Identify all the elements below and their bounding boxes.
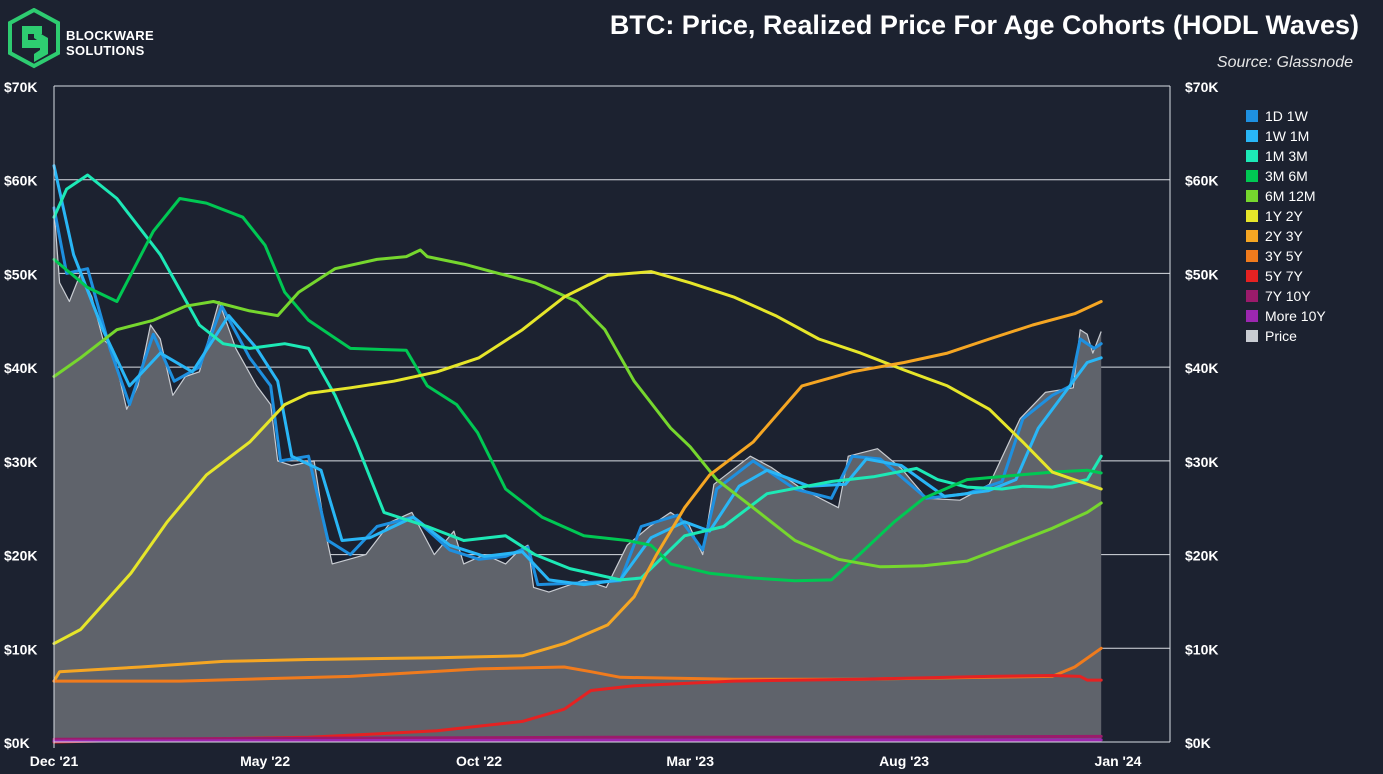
- legend-swatch: [1246, 330, 1258, 342]
- y-tick-label-left-4: $40K: [4, 360, 37, 376]
- y-tick-label-right-4: $40K: [1185, 360, 1218, 376]
- legend-swatch: [1246, 250, 1258, 262]
- chart-title: BTC: Price, Realized Price For Age Cohor…: [609, 10, 1359, 40]
- y-tick-label-right-6: $60K: [1185, 173, 1218, 189]
- x-tick-label-1: May '22: [240, 753, 290, 769]
- y-tick-label-right-3: $30K: [1185, 454, 1218, 470]
- x-tick-label-5: Jan '24: [1095, 753, 1142, 769]
- legend-label: 3Y 5Y: [1265, 248, 1303, 264]
- series-line-2y-3y: [52, 300, 1103, 683]
- legend-swatch: [1246, 270, 1258, 282]
- legend-item: 1W 1M: [1246, 126, 1326, 146]
- legend-swatch: [1246, 210, 1258, 222]
- legend-item: 3Y 5Y: [1246, 246, 1326, 266]
- y-tick-label-right-2: $20K: [1185, 548, 1218, 564]
- legend-label: 1D 1W: [1265, 108, 1308, 124]
- legend-label: 2Y 3Y: [1265, 228, 1303, 244]
- y-tick-label-left-7: $70K: [4, 79, 37, 95]
- series-line-more-10y: [52, 738, 1103, 743]
- legend-label: 3M 6M: [1265, 168, 1308, 184]
- legend-label: 1M 3M: [1265, 148, 1308, 164]
- x-tick-label-3: Mar '23: [666, 753, 714, 769]
- series-line-5y-7y: [52, 674, 1103, 744]
- y-tick-label-left-0: $0K: [4, 735, 30, 751]
- y-tick-label-right-5: $50K: [1185, 266, 1218, 282]
- legend-item: 7Y 10Y: [1246, 286, 1326, 306]
- y-tick-label-right-1: $10K: [1185, 641, 1218, 657]
- chart-source: Source: Glassnode: [1216, 54, 1353, 71]
- y-tick-label-right-0: $0K: [1185, 735, 1211, 751]
- series-lines: [52, 164, 1103, 744]
- series-line-1w-1m: [52, 164, 1103, 587]
- legend-item: Price: [1246, 326, 1326, 346]
- x-tick-label-2: Oct '22: [456, 753, 502, 769]
- y-tick-label-left-5: $50K: [4, 266, 37, 282]
- y-tick-label-right-7: $70K: [1185, 79, 1218, 95]
- series-line-6m-12m: [52, 248, 1103, 569]
- legend-swatch: [1246, 290, 1258, 302]
- cube-logo-icon: [8, 7, 60, 69]
- plot-frame: [53, 86, 1171, 748]
- legend-label: 6M 12M: [1265, 188, 1316, 204]
- legend-swatch: [1246, 110, 1258, 122]
- legend-item: 3M 6M: [1246, 166, 1326, 186]
- legend-label: 1W 1M: [1265, 128, 1310, 144]
- y-tick-label-left-1: $10K: [4, 641, 37, 657]
- series-line-7y-10y: [52, 734, 1103, 741]
- legend-item: 5Y 7Y: [1246, 266, 1326, 286]
- x-tick-label-0: Dec '21: [30, 753, 79, 769]
- x-tick-label-4: Aug '23: [879, 753, 929, 769]
- series-line-1y-2y: [52, 270, 1103, 646]
- legend-item: 1Y 2Y: [1246, 206, 1326, 226]
- legend-item: 6M 12M: [1246, 186, 1326, 206]
- legend-swatch: [1246, 230, 1258, 242]
- y-tick-label-left-3: $30K: [4, 454, 37, 470]
- legend-swatch: [1246, 310, 1258, 322]
- series-line-3m-6m: [52, 197, 1103, 583]
- brand-line-2: SOLUTIONS: [66, 43, 145, 58]
- legend-label: 7Y 10Y: [1265, 288, 1311, 304]
- legend-label: More 10Y: [1265, 308, 1326, 324]
- legend-swatch: [1246, 170, 1258, 182]
- series-line-price: [53, 207, 1102, 593]
- legend-label: 5Y 7Y: [1265, 268, 1303, 284]
- legend-item: 1D 1W: [1246, 106, 1326, 126]
- brand-line-1: BLOCKWARE: [66, 28, 154, 43]
- legend: 1D 1W 1W 1M 1M 3M 3M 6M 6M 12M 1Y 2Y 2Y 3Y 3Y 5…: [1246, 106, 1326, 346]
- y-tick-label-left-2: $20K: [4, 548, 37, 564]
- legend-label: 1Y 2Y: [1265, 208, 1303, 224]
- legend-label: Price: [1265, 328, 1297, 344]
- axis-labels: $0K $0K $10K $10K $20K $20K $30K $30K $40K $40K $5…: [4, 79, 1218, 769]
- brand-logo: BLOCKWARE SOLUTIONS: [8, 7, 168, 78]
- legend-swatch: [1246, 190, 1258, 202]
- y-tick-label-left-6: $60K: [4, 173, 37, 189]
- legend-item: 1M 3M: [1246, 146, 1326, 166]
- series-area-price: [54, 207, 1102, 743]
- legend-item: 2Y 3Y: [1246, 226, 1326, 246]
- legend-swatch: [1246, 150, 1258, 162]
- legend-swatch: [1246, 130, 1258, 142]
- legend-item: More 10Y: [1246, 306, 1326, 326]
